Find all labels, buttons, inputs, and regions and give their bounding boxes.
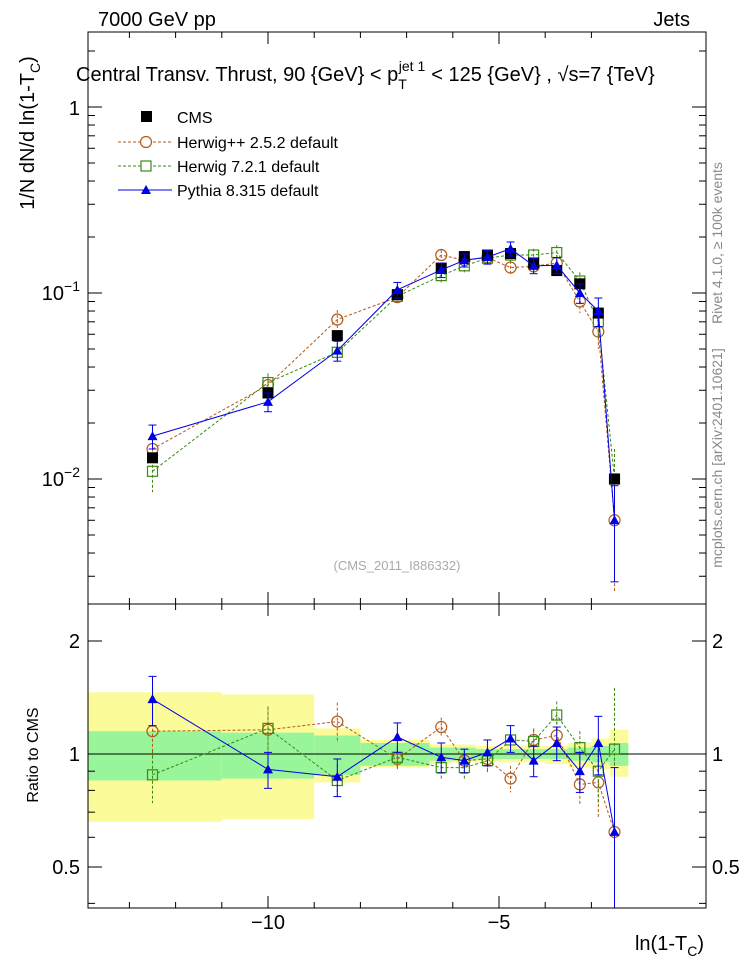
main-point-herwigpp bbox=[331, 313, 344, 326]
main-axis-ticks bbox=[88, 32, 706, 604]
main-point-pythia bbox=[459, 255, 470, 265]
ratio-point-herwig7 bbox=[146, 769, 159, 781]
main-point-cms bbox=[147, 452, 158, 464]
main-ylabel: 1/N dN/d ln(1-TC) bbox=[17, 56, 43, 210]
main-line-herwigpp bbox=[152, 254, 615, 521]
legend-marker-pythia bbox=[141, 185, 151, 194]
ratio-point-pythia bbox=[332, 771, 343, 781]
main-series-herwigpp bbox=[146, 248, 621, 591]
legend-entry-cms: CMS bbox=[141, 110, 213, 127]
ratio-y-tick-label-right: 1 bbox=[712, 744, 723, 766]
legend-label-pythia: Pythia 8.315 default bbox=[177, 183, 319, 200]
ratio-point-pythia bbox=[482, 747, 493, 757]
legend-label-herwig7: Herwig 7.2.1 default bbox=[177, 159, 320, 176]
svg-text:1/N dN/d ln(1-TC): 1/N dN/d ln(1-TC) bbox=[17, 56, 43, 210]
main-point-pythia bbox=[551, 260, 562, 270]
ratio-panel: 0.5 0.5 1 1 2 2 −10 −5 bbox=[52, 603, 740, 934]
svg-text:ln(1-TC): ln(1-TC) bbox=[635, 933, 704, 959]
legend-label-cms: CMS bbox=[177, 110, 213, 127]
main-point-pythia bbox=[263, 396, 273, 406]
ratio-series-layer bbox=[146, 675, 621, 909]
legend-marker-cms bbox=[141, 111, 152, 122]
legend-label-herwigpp: Herwig++ 2.5.2 default bbox=[177, 135, 339, 152]
ratio-point-pythia bbox=[528, 755, 539, 765]
main-point-pythia bbox=[332, 345, 343, 355]
main-line-pythia bbox=[152, 248, 615, 521]
main-point-herwigpp bbox=[504, 261, 517, 274]
analysis-id-label: (CMS_2011_I886332) bbox=[334, 558, 461, 573]
main-point-cms bbox=[331, 330, 343, 342]
main-series-layer bbox=[146, 241, 621, 591]
ratio-point-pythia bbox=[392, 731, 403, 741]
ratio-y-tick-label-right: 0.5 bbox=[712, 857, 740, 879]
legend: CMS Herwig++ 2.5.2 default Herwig 7.2.1 … bbox=[118, 110, 339, 200]
ratio-point-herwig7 bbox=[551, 709, 563, 721]
plot-title: Central Transv. Thrust, 90 {GeV} < pTjet… bbox=[76, 58, 655, 92]
ratio-point-herwigpp bbox=[435, 720, 448, 734]
main-point-pythia bbox=[609, 515, 620, 525]
svg-text:Central Transv. Thrust, 90 {Ge: Central Transv. Thrust, 90 {GeV} < pTjet… bbox=[76, 58, 655, 92]
main-point-pythia bbox=[147, 431, 158, 441]
ratio-y-tick-label-right: 2 bbox=[712, 631, 723, 653]
main-point-pythia bbox=[574, 288, 585, 297]
legend-entry-pythia: Pythia 8.315 default bbox=[118, 183, 319, 200]
ratio-point-pythia bbox=[459, 755, 470, 765]
main-point-pythia bbox=[505, 243, 516, 253]
ratio-point-herwigpp bbox=[331, 715, 344, 728]
band-inner bbox=[88, 731, 222, 781]
main-point-pythia bbox=[482, 252, 493, 262]
ratio-ylabel: Ratio to CMS bbox=[25, 707, 42, 802]
main-point-herwigpp bbox=[435, 248, 448, 262]
main-point-cms bbox=[609, 473, 620, 485]
ratio-y-tick-label: 0.5 bbox=[52, 857, 80, 879]
main-point-pythia bbox=[593, 306, 604, 316]
legend-marker-herwig7 bbox=[140, 160, 152, 172]
ratio-point-pythia bbox=[263, 764, 273, 774]
energy-label: 7000 GeV pp bbox=[98, 9, 216, 31]
rivet-label: Rivet 4.1.0, ≥ 100k events bbox=[709, 162, 725, 324]
x-tick-label: −5 bbox=[488, 912, 511, 934]
ratio-point-pythia bbox=[147, 694, 158, 704]
main-y-tick-labels: 1 10−1 10−2 bbox=[42, 98, 80, 491]
ratio-point-herwigpp bbox=[504, 772, 517, 785]
ratio-y-tick-label: 2 bbox=[69, 631, 80, 653]
main-point-pythia bbox=[528, 260, 539, 270]
main-line-herwig7 bbox=[152, 252, 615, 480]
ratio-x-tick-labels: −10 −5 bbox=[251, 912, 510, 934]
y-tick-label-0.01: 10−2 bbox=[42, 464, 80, 491]
ratio-point-herwig7 bbox=[262, 722, 274, 735]
y-tick-label-1: 1 bbox=[69, 98, 80, 120]
source-label: mcplots.cern.ch [arXiv:2401.10621] bbox=[709, 348, 725, 567]
ratio-point-pythia bbox=[551, 737, 562, 747]
y-tick-label-0.1: 10−1 bbox=[42, 278, 80, 305]
ratio-point-pythia bbox=[593, 737, 604, 747]
ratio-xlabel: ln(1-TC) bbox=[635, 933, 704, 959]
legend-entry-herwig7: Herwig 7.2.1 default bbox=[118, 159, 320, 176]
ratio-point-pythia bbox=[609, 826, 620, 836]
ratio-point-pythia bbox=[436, 752, 447, 762]
category-label: Jets bbox=[653, 9, 690, 31]
ratio-point-pythia bbox=[505, 733, 516, 743]
ratio-point-pythia bbox=[574, 766, 585, 776]
main-panel: 1 10−1 10−2 Central Transv. Thrust, 90 {… bbox=[42, 31, 707, 605]
main-series-cms bbox=[147, 248, 620, 485]
ratio-y-tick-labels: 0.5 0.5 1 1 2 2 bbox=[52, 631, 740, 879]
main-series-pythia bbox=[147, 241, 620, 583]
ratio-frame bbox=[87, 603, 707, 909]
main-point-pythia bbox=[436, 264, 447, 274]
x-tick-label: −10 bbox=[251, 912, 285, 934]
legend-entry-herwigpp: Herwig++ 2.5.2 default bbox=[118, 135, 339, 152]
main-series-herwig7 bbox=[146, 245, 621, 528]
ratio-uncertainty-bands bbox=[88, 692, 629, 822]
main-point-herwig7 bbox=[146, 465, 159, 477]
ratio-axis-ticks bbox=[88, 604, 706, 908]
ratio-point-herwig7 bbox=[608, 743, 621, 755]
ratio-y-tick-label: 1 bbox=[69, 744, 80, 766]
ratio-series-pythia bbox=[147, 675, 620, 909]
main-point-pythia bbox=[392, 284, 403, 294]
legend-marker-herwigpp bbox=[139, 135, 153, 149]
